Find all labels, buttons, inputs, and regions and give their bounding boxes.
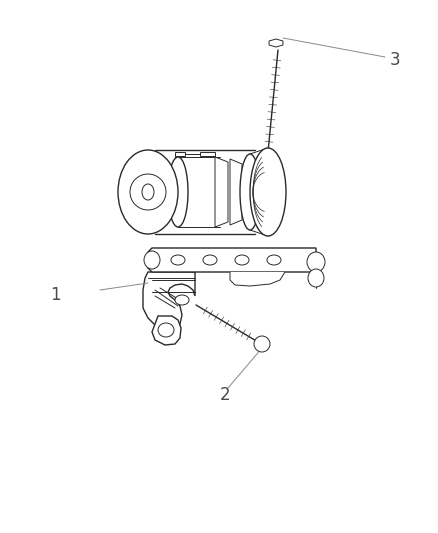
Ellipse shape bbox=[234, 255, 248, 265]
Text: 2: 2 bbox=[219, 386, 230, 404]
Ellipse shape bbox=[141, 184, 154, 200]
Ellipse shape bbox=[168, 157, 187, 227]
Ellipse shape bbox=[266, 255, 280, 265]
Text: 1: 1 bbox=[49, 286, 60, 304]
Polygon shape bbox=[268, 39, 282, 47]
Polygon shape bbox=[175, 152, 184, 156]
Ellipse shape bbox=[118, 150, 177, 234]
Ellipse shape bbox=[307, 269, 323, 287]
Ellipse shape bbox=[249, 148, 285, 236]
Ellipse shape bbox=[306, 252, 324, 272]
Polygon shape bbox=[215, 157, 227, 227]
Polygon shape bbox=[148, 248, 317, 272]
Ellipse shape bbox=[171, 255, 184, 265]
Ellipse shape bbox=[130, 174, 166, 210]
Polygon shape bbox=[152, 316, 180, 345]
Polygon shape bbox=[230, 272, 284, 286]
Ellipse shape bbox=[202, 255, 216, 265]
Ellipse shape bbox=[254, 336, 269, 352]
Polygon shape bbox=[230, 159, 241, 225]
Ellipse shape bbox=[144, 251, 159, 269]
Polygon shape bbox=[200, 152, 215, 156]
Polygon shape bbox=[143, 272, 194, 332]
Ellipse shape bbox=[158, 323, 173, 337]
Text: 3: 3 bbox=[389, 51, 399, 69]
Ellipse shape bbox=[240, 154, 259, 230]
Ellipse shape bbox=[175, 295, 189, 305]
